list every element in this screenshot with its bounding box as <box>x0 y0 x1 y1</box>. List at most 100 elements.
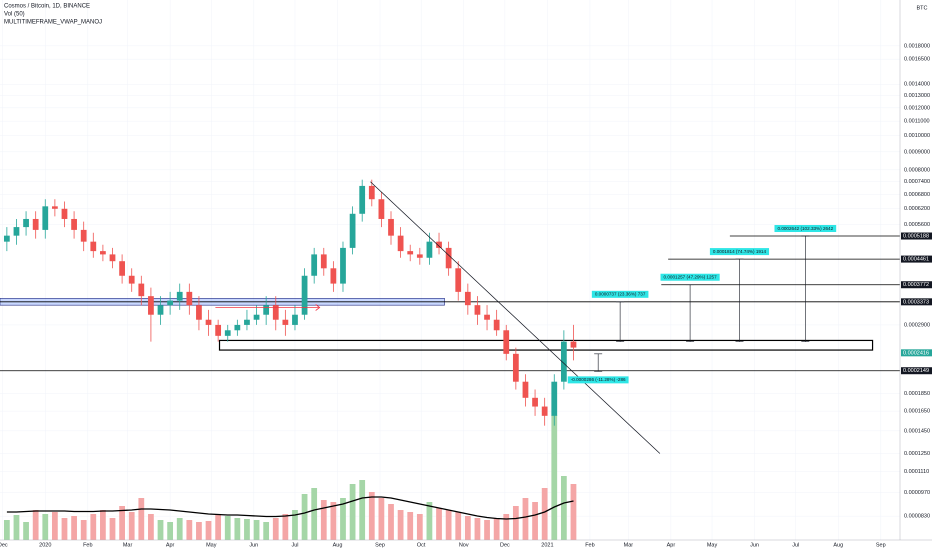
volume-bar <box>359 480 366 540</box>
candle-body <box>51 206 58 209</box>
candle-body <box>196 305 202 320</box>
volume-bar <box>215 514 222 540</box>
candle-body <box>349 213 356 248</box>
volume-bar <box>349 484 356 540</box>
y-tick-label: 0.0002900 <box>904 322 930 328</box>
price-label-box <box>901 349 932 357</box>
candle-body <box>3 235 10 242</box>
volume-bar <box>196 522 202 540</box>
y-tick-label: 0.0006200 <box>904 206 930 212</box>
y-tick-label: 0.0001850 <box>904 391 930 397</box>
volume-bar <box>464 516 471 540</box>
y-tick-label: 0.0016500 <box>904 57 930 63</box>
candle-body <box>138 283 145 297</box>
x-tick-label: Dec <box>0 542 8 548</box>
candle-body <box>90 241 97 252</box>
volume-bar <box>445 510 452 540</box>
volume-bar <box>340 498 346 540</box>
x-tick-label: May <box>707 542 718 548</box>
y-tick-label: 0.0006800 <box>904 192 930 198</box>
level-label-box <box>901 232 932 240</box>
volume-bar <box>32 510 39 540</box>
volume-bar <box>560 476 567 540</box>
candle-body <box>512 353 519 382</box>
candle-body <box>330 268 337 284</box>
y-tick-label: 0.0014000 <box>904 82 930 88</box>
arrow-head <box>315 304 321 311</box>
volume-bar <box>23 522 29 540</box>
measure-label: 0.0000737 (23.36%) 737 <box>595 292 646 297</box>
x-tick-label: Dec <box>500 542 510 548</box>
candle-body <box>23 218 29 228</box>
volume-bar <box>330 502 337 540</box>
x-tick-label: Feb <box>585 542 594 548</box>
volume-bar <box>436 508 442 540</box>
measure-label: -0.0000286 (-11.28%) -286 <box>571 377 626 382</box>
candle-body <box>109 254 116 262</box>
level-label: 0.0003373 <box>903 299 929 305</box>
volume-bar <box>157 520 164 540</box>
volume-bar <box>512 506 519 540</box>
volume-bar <box>484 520 490 540</box>
y-tick-label: 0.0009000 <box>904 149 930 155</box>
volume-bar <box>388 504 394 540</box>
candle-body <box>455 268 462 292</box>
volume-bar <box>186 520 193 540</box>
level-label-box <box>901 367 932 375</box>
x-tick-label: 2020 <box>39 542 51 548</box>
volume-bar <box>378 498 385 540</box>
volume-bar <box>503 514 510 540</box>
trendline <box>370 181 661 454</box>
y-tick-label: 0.0000830 <box>904 514 930 520</box>
candle-body <box>128 275 135 284</box>
candle-body <box>176 291 183 301</box>
axis-background <box>900 0 932 550</box>
candle-body <box>272 305 279 320</box>
candle-body <box>224 330 231 336</box>
volume-bar <box>205 521 212 540</box>
candle-body <box>42 206 49 230</box>
candle-body <box>80 229 87 242</box>
x-tick-label: 2021 <box>541 542 553 548</box>
y-tick-label: 0.0005600 <box>904 222 930 228</box>
candle-body <box>301 275 308 315</box>
volume-bar <box>416 514 423 540</box>
y-tick-label: 0.0010000 <box>904 133 930 139</box>
volume-bar <box>493 518 500 540</box>
measure-label: 0.0001814 (74.74%) 1914 <box>713 249 767 254</box>
chart-title: Cosmos / Bitcoin, 1D, BINANCE <box>4 4 90 10</box>
candle-body <box>493 319 500 331</box>
volume-bar <box>474 518 481 540</box>
x-tick-label: Apr <box>667 542 676 548</box>
volume-bar <box>3 520 10 540</box>
candle-body <box>311 254 318 276</box>
candle-body <box>263 305 270 315</box>
y-tick-label: 0.0001650 <box>904 409 930 415</box>
volume-bar <box>100 510 106 540</box>
x-tick-label: Mar <box>624 542 634 548</box>
zone <box>218 339 874 351</box>
y-tick-label: 0.0018000 <box>904 43 930 49</box>
level-label: 0.0003772 <box>903 282 929 288</box>
candle-body <box>551 381 558 416</box>
x-tick-label: Sep <box>375 542 385 548</box>
volume-bar <box>541 488 548 540</box>
candle-body <box>397 235 404 252</box>
y-tick-label: 0.0001250 <box>904 451 930 457</box>
candle-body <box>13 227 20 236</box>
level-label-box <box>901 281 932 289</box>
volume-bar <box>301 494 308 540</box>
volume-bar <box>176 518 183 540</box>
volume-bar <box>263 522 270 540</box>
grid <box>0 0 900 540</box>
candle-body <box>541 406 548 416</box>
volume-bar <box>90 514 97 540</box>
x-tick-label: Jun <box>750 542 759 548</box>
x-tick-label: Feb <box>83 542 92 548</box>
volume-bar <box>128 512 135 540</box>
volume-bar <box>311 488 318 540</box>
candle-body <box>474 305 481 315</box>
y-tick-label: 0.0008000 <box>904 167 930 173</box>
